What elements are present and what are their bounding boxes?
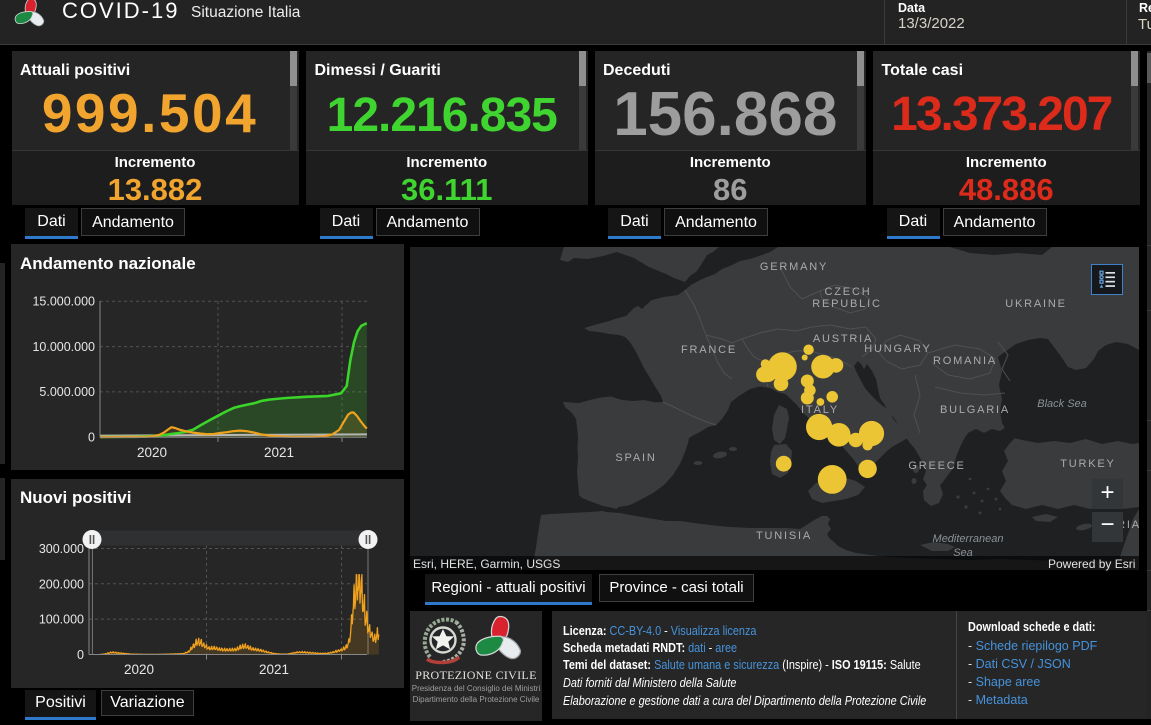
svg-text:2021: 2021: [264, 445, 294, 460]
svg-text:Black Sea: Black Sea: [1037, 398, 1087, 410]
svg-text:15.000.000: 15.000.000: [32, 295, 95, 309]
svg-text:TURKEY: TURKEY: [1060, 458, 1115, 470]
svg-text:Mediterranean: Mediterranean: [932, 533, 1003, 545]
svg-text:HUNGARY: HUNGARY: [864, 343, 931, 355]
svg-text:BULGARIA: BULGARIA: [939, 404, 1009, 416]
svg-text:0: 0: [77, 647, 84, 661]
svg-text:REPUBLIC: REPUBLIC: [812, 298, 881, 310]
svg-text:ITALY: ITALY: [801, 404, 839, 416]
svg-text:AUSTRIA: AUSTRIA: [812, 333, 872, 345]
svg-text:10.000.000: 10.000.000: [32, 340, 95, 354]
svg-text:CZECH: CZECH: [824, 286, 871, 298]
svg-text:GREECE: GREECE: [908, 460, 965, 472]
svg-text:0: 0: [88, 430, 95, 444]
svg-text:100.000: 100.000: [39, 612, 84, 626]
svg-text:ROMANIA: ROMANIA: [933, 355, 997, 367]
svg-text:SPAIN: SPAIN: [615, 452, 656, 464]
svg-text:GERMANY: GERMANY: [759, 261, 827, 273]
svg-text:UKRAINE: UKRAINE: [1005, 298, 1067, 310]
svg-text:2020: 2020: [137, 445, 167, 460]
svg-text:TUNISIA: TUNISIA: [756, 530, 812, 542]
svg-text:2020: 2020: [124, 662, 154, 677]
svg-text:FRANCE: FRANCE: [680, 344, 736, 356]
svg-text:2021: 2021: [259, 662, 289, 677]
svg-text:5.000.000: 5.000.000: [39, 385, 95, 399]
svg-text:200.000: 200.000: [39, 577, 84, 591]
svg-text:300.000: 300.000: [39, 542, 84, 556]
